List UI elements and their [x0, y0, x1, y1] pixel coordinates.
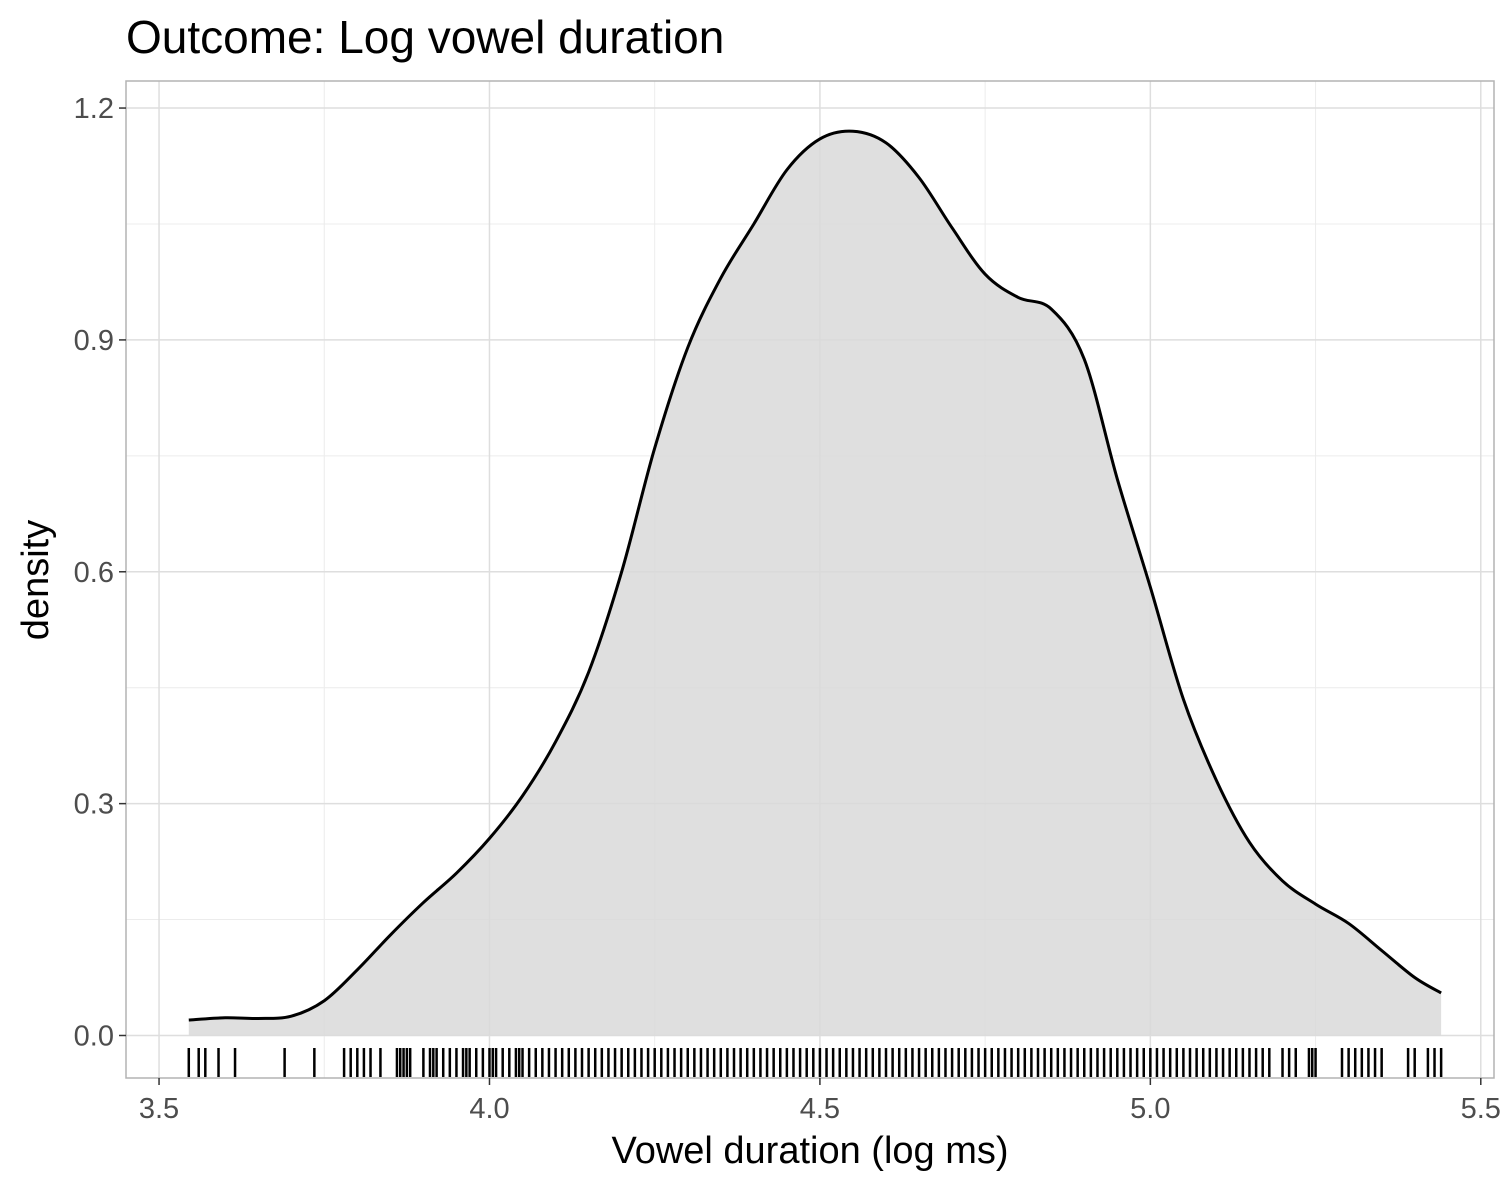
y-tick-label: 0.9 [74, 325, 114, 357]
x-tick-label: 3.5 [139, 1093, 179, 1125]
y-axis-title: density [15, 520, 57, 640]
x-tick-label: 4.5 [800, 1093, 840, 1125]
x-tick-label: 5.5 [1461, 1093, 1501, 1125]
density-area [188, 131, 1442, 1036]
rug [187, 1048, 1443, 1077]
y-tick-label: 1.2 [74, 93, 114, 125]
y-tick-label: 0.0 [74, 1020, 114, 1052]
density-line [188, 129, 1442, 1022]
y-tick-label: 0.6 [74, 557, 114, 589]
x-axis-title: Vowel duration (log ms) [611, 1130, 1008, 1172]
x-tick-label: 4.0 [469, 1093, 509, 1125]
chart-title: Outcome: Log vowel duration [126, 11, 724, 63]
y-tick-label: 0.3 [74, 789, 114, 821]
axes: 3.5 4.0 4.5 5.0 5.5 0.0 0.3 0.6 0.9 1.2 [74, 93, 1501, 1125]
data-layer [188, 129, 1442, 1036]
plot-border [125, 80, 1495, 1079]
x-tick-label: 5.0 [1130, 1093, 1170, 1125]
